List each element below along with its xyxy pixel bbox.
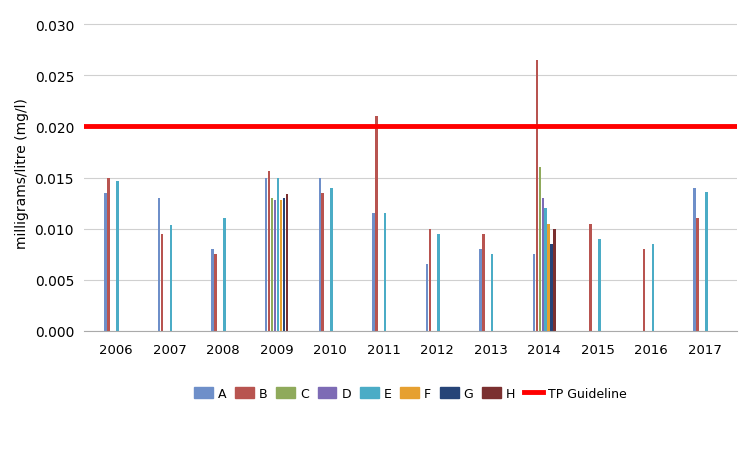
Bar [479, 249, 481, 331]
Bar [589, 224, 592, 331]
Bar [372, 214, 374, 331]
Bar [384, 214, 387, 331]
Bar [286, 194, 288, 331]
Bar [491, 255, 493, 331]
Bar [705, 193, 708, 331]
Bar [482, 234, 484, 331]
Bar [696, 219, 699, 331]
Bar [268, 172, 271, 331]
Bar [538, 168, 541, 331]
Bar [429, 229, 431, 331]
TP Guideline [111, 124, 120, 130]
Bar [283, 198, 285, 331]
Bar [598, 239, 601, 331]
Bar [375, 117, 378, 331]
Bar [319, 178, 321, 331]
Bar [553, 229, 556, 331]
Bar [161, 234, 163, 331]
Bar [265, 178, 268, 331]
Bar [158, 198, 160, 331]
Bar [321, 193, 324, 331]
Bar [277, 178, 279, 331]
Bar [550, 244, 553, 331]
Bar [547, 224, 550, 331]
Bar [544, 209, 547, 331]
Legend: A, B, C, D, E, F, G, H, TP Guideline: A, B, C, D, E, F, G, H, TP Guideline [190, 382, 632, 405]
Bar [438, 234, 440, 331]
Bar [105, 193, 107, 331]
Bar [535, 61, 538, 331]
Bar [280, 201, 282, 331]
TP Guideline [165, 124, 174, 130]
Bar [170, 225, 172, 331]
Bar [211, 249, 214, 331]
Y-axis label: milligrams/litre (mg/l): milligrams/litre (mg/l) [15, 98, 29, 249]
Bar [651, 244, 654, 331]
Bar [108, 178, 110, 331]
Bar [214, 255, 217, 331]
Bar [693, 189, 696, 331]
Bar [541, 198, 544, 331]
Bar [330, 189, 333, 331]
Bar [271, 198, 274, 331]
Bar [643, 249, 645, 331]
Bar [532, 255, 535, 331]
Bar [426, 265, 428, 331]
Bar [274, 201, 276, 331]
Bar [116, 181, 119, 331]
Bar [223, 219, 226, 331]
